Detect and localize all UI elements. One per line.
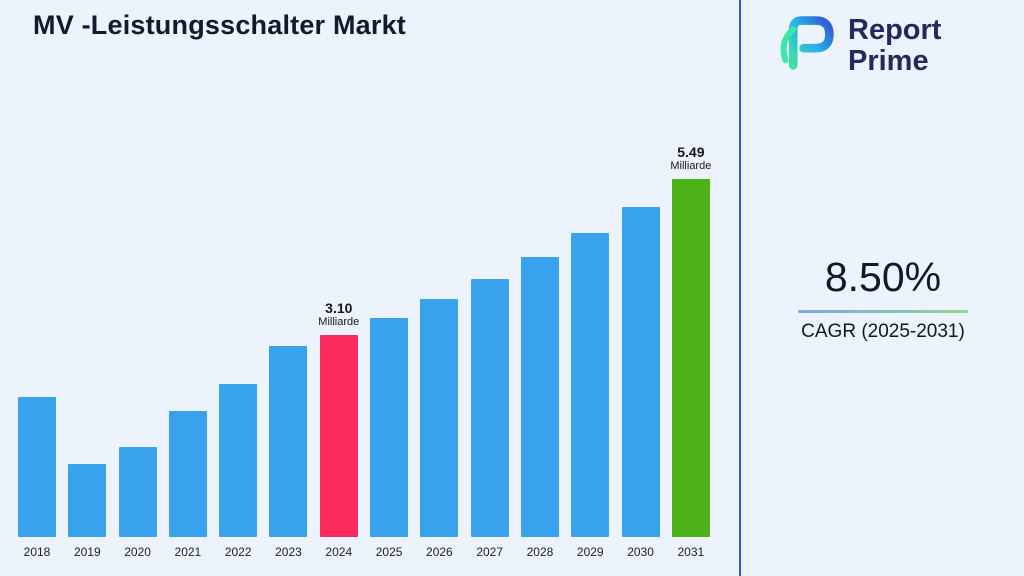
bar-column-2026: 2026	[420, 299, 459, 559]
x-tick-2021: 2021	[174, 545, 202, 559]
x-tick-2020: 2020	[124, 545, 151, 559]
bar-2018	[18, 397, 56, 537]
bar-column-2018: 2018	[18, 397, 56, 559]
vertical-divider	[739, 0, 741, 576]
annotation-unit-2024: Milliarde	[318, 316, 360, 329]
bar-2030	[621, 207, 660, 537]
bar-2022	[219, 384, 258, 537]
x-tick-2025: 2025	[375, 545, 403, 559]
x-tick-2019: 2019	[73, 545, 101, 559]
annotation-value-2024: 3.10	[325, 300, 353, 317]
bar-annotation-2024: 3.10 Milliarde	[318, 300, 359, 329]
x-tick-2022: 2022	[224, 545, 252, 559]
bar-column-2023: 2023	[269, 346, 308, 559]
bar-column-2022: 2022	[219, 384, 258, 559]
cagr-label: CAGR (2025-2031)	[801, 321, 965, 342]
bar-column-2019: 2019	[68, 464, 107, 559]
logo-text-line2: Prime	[848, 44, 929, 77]
logo-text-line1: Report	[848, 13, 942, 46]
x-tick-2029: 2029	[576, 545, 604, 559]
x-tick-2023: 2023	[275, 545, 302, 559]
bar-2024	[319, 335, 358, 537]
x-tick-2031: 2031	[677, 545, 705, 559]
report-prime-logo: Report Prime	[776, 12, 941, 79]
cagr-value: 8.50%	[824, 254, 942, 300]
x-tick-2026: 2026	[426, 545, 453, 559]
report-prime-logo-icon	[776, 12, 838, 79]
bar-column-2031: 5.49 Milliarde 2031	[670, 144, 711, 559]
page-title: MV -Leistungsschalter Markt	[33, 10, 406, 40]
bar-2028	[520, 257, 559, 537]
bar-2020	[118, 447, 157, 537]
bar-column-2030: 2030	[621, 207, 660, 559]
bar-2021	[168, 411, 207, 537]
bar-column-2025: 2025	[370, 318, 409, 559]
bar-2023	[269, 346, 308, 537]
x-tick-2027: 2027	[476, 545, 504, 559]
report-prime-logo-text: Report Prime	[848, 15, 941, 76]
annotation-value-2031: 5.49	[677, 144, 705, 161]
bar-2031	[671, 179, 710, 537]
bar-annotation-2031: 5.49 Milliarde	[670, 144, 711, 173]
x-tick-2018: 2018	[23, 545, 51, 559]
bar-chart: 2018 2019 2020 2021 2022 2023 3.10 Milliarde 202…	[18, 144, 711, 559]
x-tick-2024: 2024	[325, 545, 353, 559]
x-tick-2028: 2028	[526, 545, 554, 559]
cagr-underline	[798, 310, 968, 313]
bar-2027	[470, 279, 509, 537]
bar-2029	[571, 233, 610, 537]
bar-2025	[370, 318, 409, 537]
bar-2026	[420, 299, 459, 537]
x-tick-2030: 2030	[627, 545, 654, 559]
bar-column-2028: 2028	[520, 257, 559, 559]
bar-column-2020: 2020	[118, 447, 157, 559]
bar-2019	[68, 464, 107, 537]
bar-column-2021: 2021	[168, 411, 207, 559]
cagr-block: 8.50% CAGR (2025-2031)	[792, 254, 974, 343]
bar-column-2024: 3.10 Milliarde 2024	[318, 300, 359, 559]
bar-column-2029: 2029	[571, 233, 610, 559]
annotation-unit-2031: Milliarde	[670, 160, 712, 173]
bar-column-2027: 2027	[470, 279, 509, 559]
